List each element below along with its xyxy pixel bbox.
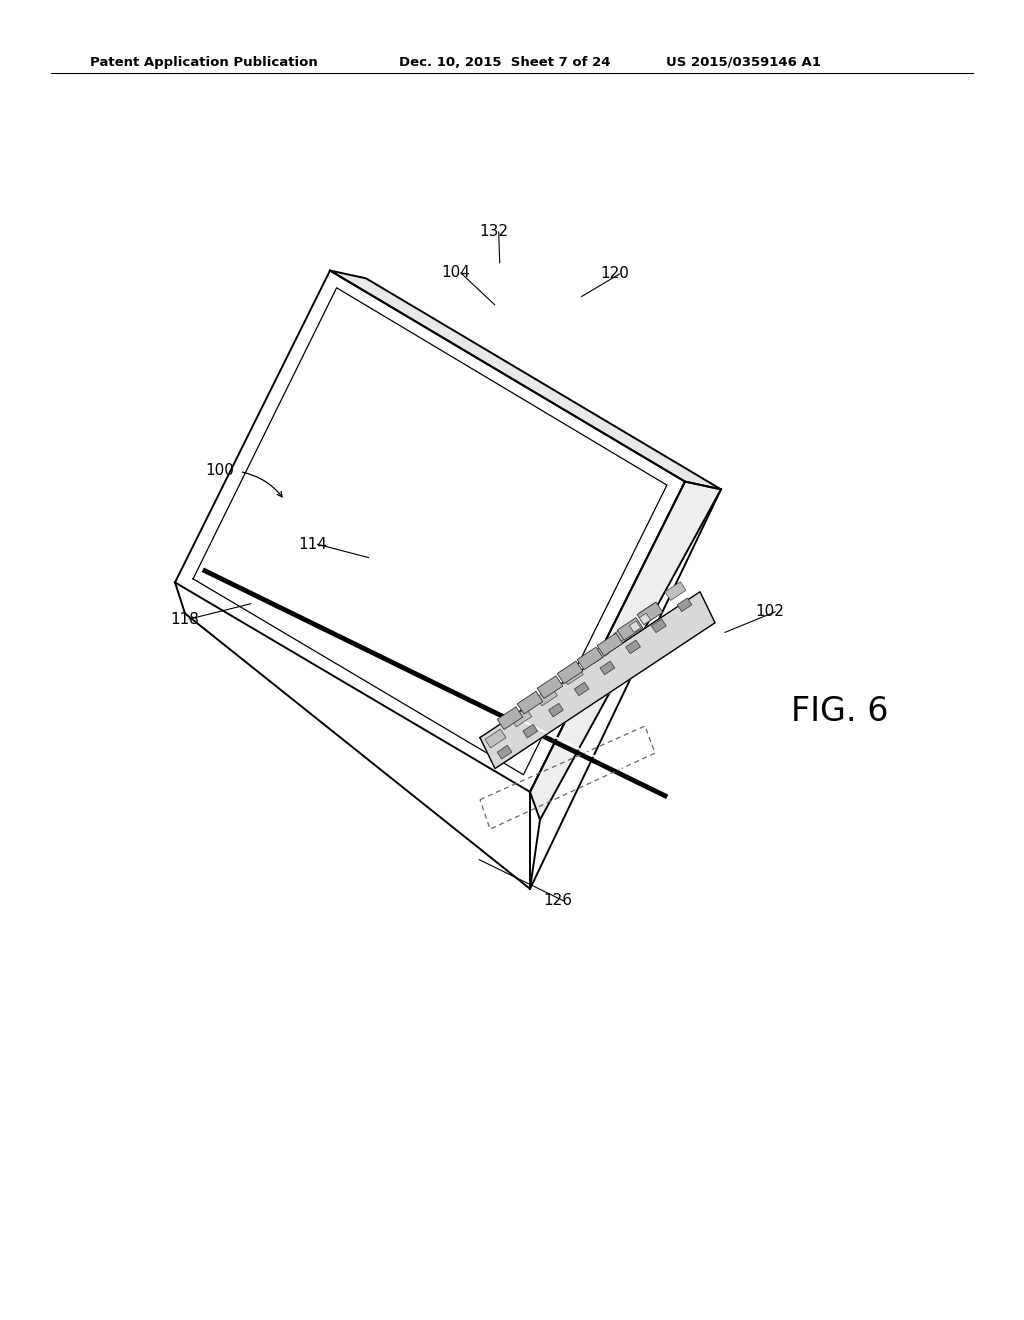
- Text: FIG. 6: FIG. 6: [791, 694, 889, 727]
- FancyBboxPatch shape: [639, 603, 660, 622]
- FancyBboxPatch shape: [562, 667, 583, 685]
- FancyBboxPatch shape: [651, 619, 667, 632]
- FancyBboxPatch shape: [538, 676, 563, 698]
- Polygon shape: [530, 482, 721, 820]
- Polygon shape: [330, 271, 721, 490]
- FancyBboxPatch shape: [549, 704, 563, 717]
- FancyBboxPatch shape: [613, 624, 635, 643]
- Text: 100: 100: [206, 463, 234, 478]
- Text: Dec. 10, 2015  Sheet 7 of 24: Dec. 10, 2015 Sheet 7 of 24: [399, 55, 611, 69]
- Text: 132: 132: [479, 224, 508, 239]
- FancyBboxPatch shape: [630, 620, 641, 632]
- Polygon shape: [480, 591, 715, 768]
- Text: 120: 120: [600, 267, 629, 281]
- FancyBboxPatch shape: [485, 729, 506, 748]
- FancyBboxPatch shape: [588, 645, 609, 664]
- FancyBboxPatch shape: [617, 618, 643, 640]
- Text: 102: 102: [756, 605, 784, 619]
- FancyBboxPatch shape: [677, 598, 692, 611]
- FancyBboxPatch shape: [537, 686, 557, 706]
- FancyBboxPatch shape: [557, 661, 583, 684]
- FancyBboxPatch shape: [523, 725, 538, 738]
- FancyBboxPatch shape: [597, 634, 623, 656]
- FancyBboxPatch shape: [626, 640, 640, 653]
- Text: US 2015/0359146 A1: US 2015/0359146 A1: [666, 55, 820, 69]
- FancyBboxPatch shape: [600, 661, 614, 675]
- FancyBboxPatch shape: [497, 746, 512, 759]
- FancyBboxPatch shape: [574, 682, 589, 696]
- Text: 118: 118: [170, 611, 199, 627]
- Text: 126: 126: [544, 894, 572, 908]
- Text: Patent Application Publication: Patent Application Publication: [90, 55, 317, 69]
- Polygon shape: [175, 271, 685, 792]
- FancyBboxPatch shape: [665, 582, 686, 601]
- FancyBboxPatch shape: [517, 692, 543, 714]
- FancyBboxPatch shape: [511, 708, 531, 727]
- FancyBboxPatch shape: [578, 647, 603, 669]
- FancyBboxPatch shape: [637, 602, 663, 624]
- Text: 114: 114: [298, 537, 327, 552]
- FancyBboxPatch shape: [498, 706, 523, 730]
- FancyBboxPatch shape: [639, 614, 650, 624]
- Text: 104: 104: [441, 265, 470, 280]
